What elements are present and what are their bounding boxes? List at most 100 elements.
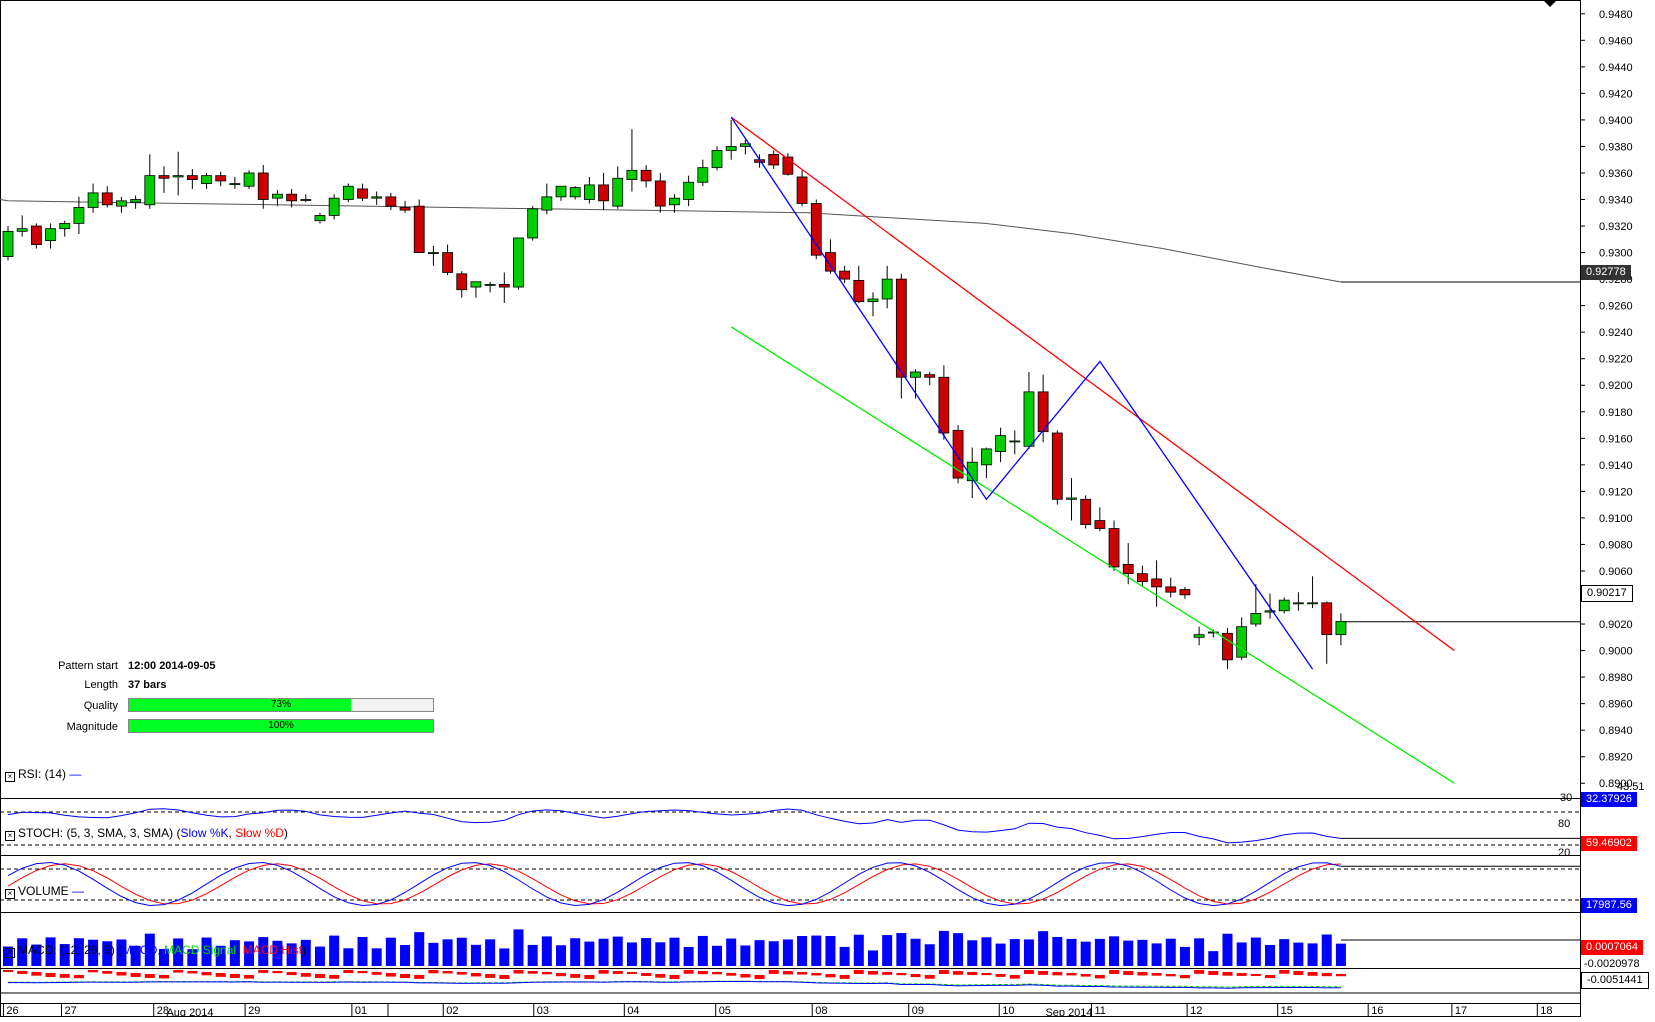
bear-candle-body [442,252,453,273]
candle [144,154,156,209]
volume-bar [215,945,226,966]
resistance-trendline [730,116,1455,652]
volume-bar [3,946,13,966]
moving-average-line [0,199,1341,283]
volume-bar [73,938,84,966]
candle [371,191,383,205]
candle [1009,430,1021,455]
candle [201,172,212,189]
magnitude-bar-fill [129,720,433,732]
bull-candle-body [1066,497,1077,500]
bear-candle-body [839,270,851,280]
macd-hist-bar [201,972,212,976]
candle [839,265,851,284]
stoch-level-20: 20 [1558,847,1571,859]
macd-hist-bar [102,971,113,974]
stoch-value-tag: 59.46902 [1581,836,1637,851]
price-tick-label: 0.9200 [1599,380,1633,392]
macd-hist-bar [59,974,70,978]
volume-bar [527,944,538,966]
volume-bar [839,946,850,966]
x-day-label: 26 [6,1005,18,1017]
macd-title-prefix: MACD: (12, 26, 9) ( [18,943,123,957]
close-box-icon[interactable]: × [5,772,15,782]
volume-bar [1236,942,1247,966]
close-box-icon[interactable]: × [5,948,15,958]
macd-hist-bar [967,972,978,976]
pattern-start-label: Pattern start [58,660,118,672]
volume-bar [1321,934,1332,966]
volume-bar [924,944,935,966]
candle [300,194,312,203]
candle [598,172,609,211]
volume-bar [1179,946,1190,966]
volume-bar [1165,938,1176,966]
macd-hist-bar [882,972,893,975]
stoch-title-suffix: ) [283,826,288,840]
macd-hist-bar [938,970,949,974]
volume-bar [400,945,411,966]
macd-hist-bar [853,970,864,974]
macd-hist-bar [811,973,822,976]
volume-bar [612,936,623,966]
candle [669,194,680,213]
macd-hist-bar [1250,974,1261,977]
macd-hist-bar [300,973,311,977]
close-box-icon[interactable]: × [5,889,15,899]
candle [172,151,184,196]
macd-hist-bar [513,970,524,974]
volume-bar [669,937,680,966]
macd-hist-bar [173,970,184,973]
volume-bar [343,948,354,966]
volume-bar [130,945,141,966]
candle [229,176,241,189]
volume-bar [782,939,793,966]
pattern-length-value: 37 bars [128,679,167,691]
bull-candle-body [484,284,496,286]
candle [725,119,737,160]
bull-candle-body [1264,610,1276,613]
macd-hist-tag: 0.0007064 [1581,940,1643,955]
volume-bar [1307,943,1318,966]
volume-bar [59,944,70,966]
price-tick-label: 0.9400 [1599,115,1633,127]
volume-bar [1279,939,1290,966]
candle [640,165,652,188]
zigzag-line [730,116,1314,670]
macd-hist-bar [924,975,935,979]
candle [456,271,468,298]
macd-hist-bar [414,975,425,979]
bear-candle-body [1051,432,1063,500]
candle [1236,617,1248,660]
macd-hist-label: MACD Hist [242,943,303,957]
candle [470,281,482,298]
price-tick-label: 0.9260 [1599,301,1633,313]
candle [555,185,567,201]
macd-hist-bar [626,972,637,975]
bear-candle-body [1165,586,1177,593]
candle [541,183,553,215]
macd-hist-bar [1293,971,1304,975]
candle [158,166,170,193]
candle [583,176,595,204]
volume-bar [967,940,978,966]
macd-hist-bar [669,975,680,979]
volume-bar [641,938,652,966]
close-box-icon[interactable]: × [5,831,15,841]
volume-bar [286,943,297,966]
candle [328,194,340,220]
price-tick-label: 0.9360 [1599,168,1633,180]
dropdown-arrow-icon[interactable] [1543,0,1557,8]
macd-hist-bar [1321,973,1332,977]
price-tick-label: 0.9220 [1599,354,1633,366]
bear-candle-body [796,176,808,204]
macd-hist-bar [272,971,283,974]
candle [654,172,666,213]
bull-candle-body [300,199,312,201]
macd-hist-bar [612,971,623,974]
ma-price-tag: 0.92778 [1581,265,1631,280]
volume-bar [541,936,552,966]
macd-hist-bar [825,974,836,978]
macd-hist-bar [584,975,595,979]
candle [427,245,439,266]
